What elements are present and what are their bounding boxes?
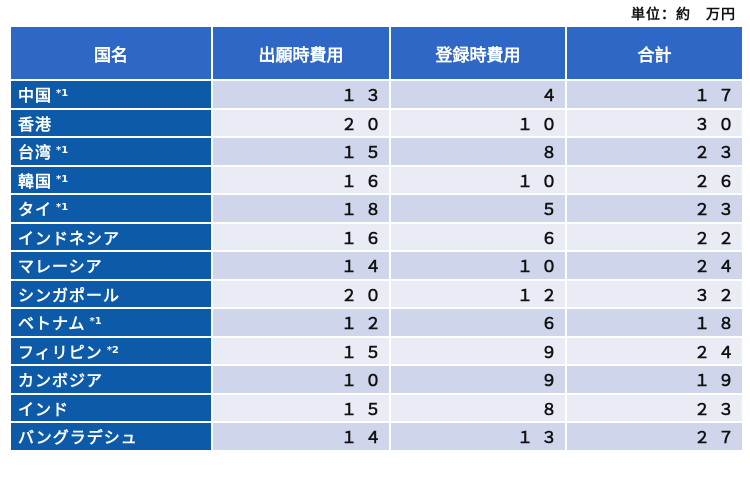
country-name: マレーシア: [18, 257, 103, 277]
country-name: 中国: [18, 86, 53, 106]
registration-cost-cell: １０: [389, 164, 567, 195]
total-cost-cell: １９: [565, 364, 744, 395]
filing-cost-cell: １５: [211, 335, 391, 366]
country-cell: フィリピン *2: [9, 335, 213, 366]
table-row: インドネシア １６ ６ ２２: [9, 221, 744, 252]
table-row: ベトナム *1 １２ ６ １８: [9, 307, 744, 338]
table-row: 香港 ２０ １０ ３０: [9, 107, 744, 138]
country-cell: バングラデシュ: [9, 421, 213, 452]
table-row: 台湾 *1 １５ ８ ２３: [9, 136, 744, 167]
fee-table: 国名 出願時費用 登録時費用 合計 中国 *1 １３ ４ １７ 香港 ２０ １０ ３０ 台湾 *1 １…: [9, 25, 744, 452]
unit-note: 単位：約 万円: [631, 7, 736, 23]
filing-cost-cell: １４: [211, 250, 391, 281]
country-cell: インドネシア: [9, 221, 213, 252]
country-name: シンガポール: [18, 285, 121, 305]
country-cell: シンガポール: [9, 278, 213, 309]
registration-cost-cell: １０: [389, 107, 567, 138]
country-cell: 台湾 *1: [9, 136, 213, 167]
registration-cost-cell: ６: [389, 307, 567, 338]
country-name: カンボジア: [18, 371, 104, 391]
total-cost-cell: ２３: [565, 136, 744, 167]
table-row: タイ *1 １８ ５ ２３: [9, 193, 744, 224]
table-header-row: 国名 出願時費用 登録時費用 合計: [9, 25, 744, 81]
filing-cost-cell: １５: [211, 392, 391, 423]
registration-cost-cell: ５: [389, 193, 567, 224]
filing-cost-cell: ２０: [211, 107, 391, 138]
total-cost-cell: ３２: [565, 278, 744, 309]
filing-cost-cell: １６: [211, 221, 391, 252]
total-cost-cell: ２６: [565, 164, 744, 195]
registration-cost-cell: ９: [389, 335, 567, 366]
table-row: シンガポール ２０ １２ ３２: [9, 278, 744, 309]
registration-cost-cell: １０: [389, 250, 567, 281]
total-cost-cell: １７: [565, 79, 744, 110]
country-cell: ベトナム *1: [9, 307, 213, 338]
filing-cost-cell: １８: [211, 193, 391, 224]
total-cost-cell: ２３: [565, 193, 744, 224]
country-name: タイ: [18, 200, 53, 220]
country-cell: マレーシア: [9, 250, 213, 281]
footnote-marker: *1: [56, 202, 69, 214]
header-country: 国名: [9, 25, 213, 81]
registration-cost-cell: １３: [389, 421, 567, 452]
country-name: 韓国: [18, 171, 53, 191]
header-filing-cost: 出願時費用: [211, 25, 391, 81]
country-name: インドネシア: [18, 228, 121, 248]
footnote-marker: *1: [56, 145, 69, 157]
table-row: カンボジア １０ ９ １９: [9, 364, 744, 395]
footnote-marker: *1: [89, 316, 102, 328]
total-cost-cell: ３０: [565, 107, 744, 138]
footnote-marker: *1: [56, 173, 69, 185]
registration-cost-cell: １２: [389, 278, 567, 309]
country-cell: 中国 *1: [9, 79, 213, 110]
filing-cost-cell: １４: [211, 421, 391, 452]
country-name: フィリピン: [18, 342, 103, 362]
country-cell: カンボジア: [9, 364, 213, 395]
table-row: フィリピン *2 １５ ９ ２４: [9, 335, 744, 366]
filing-cost-cell: １６: [211, 164, 391, 195]
footnote-marker: *1: [56, 88, 69, 100]
country-name: 台湾: [18, 143, 53, 163]
table-row: 中国 *1 １３ ４ １７: [9, 79, 744, 110]
registration-cost-cell: ８: [389, 392, 567, 423]
filing-cost-cell: １３: [211, 79, 391, 110]
total-cost-cell: ２２: [565, 221, 744, 252]
country-name: バングラデシュ: [18, 428, 138, 448]
filing-cost-cell: ２０: [211, 278, 391, 309]
country-name: ベトナム: [18, 314, 86, 334]
table-row: インド １５ ８ ２３: [9, 392, 744, 423]
country-name: インド: [18, 399, 70, 419]
filing-cost-cell: １０: [211, 364, 391, 395]
filing-cost-cell: １２: [211, 307, 391, 338]
header-total: 合計: [565, 25, 744, 81]
country-cell: 香港: [9, 107, 213, 138]
total-cost-cell: ２７: [565, 421, 744, 452]
table-row: 韓国 *1 １６ １０ ２６: [9, 164, 744, 195]
country-cell: インド: [9, 392, 213, 423]
filing-cost-cell: １５: [211, 136, 391, 167]
registration-cost-cell: ８: [389, 136, 567, 167]
table-row: バングラデシュ １４ １３ ２７: [9, 421, 744, 452]
country-cell: 韓国 *1: [9, 164, 213, 195]
total-cost-cell: １８: [565, 307, 744, 338]
footnote-marker: *2: [106, 344, 119, 356]
table-row: マレーシア １４ １０ ２４: [9, 250, 744, 281]
registration-cost-cell: ９: [389, 364, 567, 395]
table-body: 中国 *1 １３ ４ １７ 香港 ２０ １０ ３０ 台湾 *1 １５ ８ ２３ 韓国 *1 １６ １０ ２６ タイ *1…: [9, 79, 744, 452]
registration-cost-cell: ４: [389, 79, 567, 110]
total-cost-cell: ２４: [565, 250, 744, 281]
country-name: 香港: [18, 114, 53, 134]
header-registration-cost: 登録時費用: [389, 25, 567, 81]
registration-cost-cell: ６: [389, 221, 567, 252]
total-cost-cell: ２４: [565, 335, 744, 366]
country-cell: タイ *1: [9, 193, 213, 224]
total-cost-cell: ２３: [565, 392, 744, 423]
